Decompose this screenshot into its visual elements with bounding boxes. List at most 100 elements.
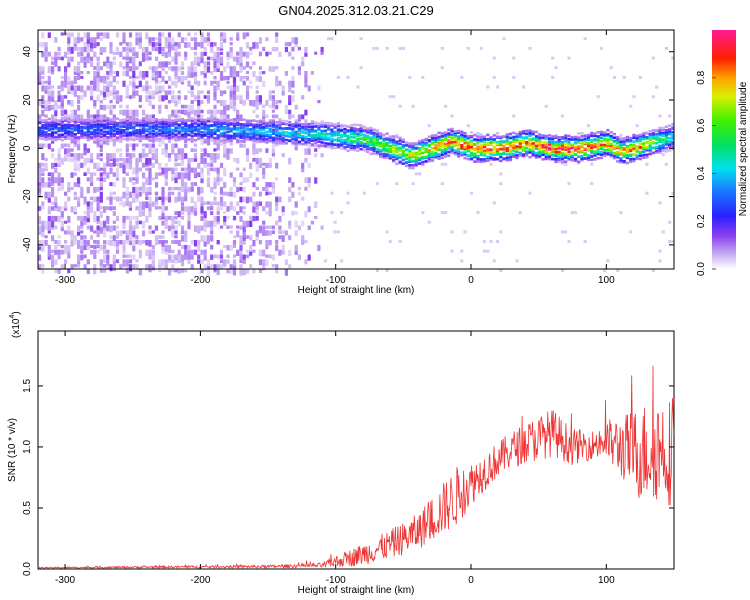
spectrogram-cell xyxy=(242,269,246,276)
spectrogram-cell xyxy=(268,136,272,139)
spectrogram-cell xyxy=(232,119,237,126)
spectrogram-cell xyxy=(288,123,292,127)
spectrogram-cell xyxy=(242,80,246,86)
spectrogram-cell xyxy=(167,37,172,42)
spectrogram-cell xyxy=(226,80,230,84)
spectrogram-cell xyxy=(193,75,198,81)
spectrogram-cell xyxy=(314,51,318,55)
spectrogram-cell xyxy=(304,75,308,83)
spectrogram-cell xyxy=(184,244,188,250)
spectrogram-cell xyxy=(109,206,113,211)
spectrogram-cell xyxy=(655,136,659,139)
spectrogram-cell xyxy=(349,130,353,134)
spectrogram-cell xyxy=(427,143,431,147)
spectrogram-cell xyxy=(444,131,448,134)
spectrogram-cell xyxy=(642,144,646,147)
spectrogram-cell xyxy=(158,121,162,125)
spectrogram-cell xyxy=(77,167,81,172)
spectrogram-cell xyxy=(128,133,133,136)
spectrogram-cell xyxy=(213,121,217,125)
spectrogram-cell xyxy=(502,37,506,41)
spectrogram-cell xyxy=(122,225,126,229)
spectrogram-cell xyxy=(655,85,659,89)
spectrogram-cell xyxy=(658,149,662,152)
spectrogram-cell xyxy=(83,46,87,53)
spectrogram-cell xyxy=(216,167,220,174)
spectrogram-cell xyxy=(258,131,262,134)
spectrogram-cell xyxy=(132,230,136,237)
spectrogram-cell xyxy=(473,143,477,146)
spectrogram-cell xyxy=(492,146,496,149)
spectrogram-cell xyxy=(310,220,314,225)
spectrogram-cell xyxy=(200,138,204,146)
spectrogram-cell xyxy=(424,147,428,151)
spectrogram-cell xyxy=(60,116,64,120)
spectrogram-cell xyxy=(304,71,308,77)
spectrogram-cell xyxy=(632,153,636,156)
spectrogram-cell xyxy=(236,56,240,63)
spectrogram-cell xyxy=(301,114,305,120)
spectrogram-cell xyxy=(67,244,71,252)
spectrogram-cell xyxy=(249,66,253,70)
spectrogram-cell xyxy=(346,201,350,205)
spectrogram-cell xyxy=(223,90,227,94)
spectrogram-cell xyxy=(99,138,103,145)
spectrogram-cell xyxy=(57,51,61,56)
spectrogram-cell xyxy=(437,138,441,142)
spectrogram-cell xyxy=(242,124,246,128)
spectrogram-cell xyxy=(158,61,162,69)
spectrogram-cell xyxy=(99,90,103,96)
spectrogram-cell xyxy=(255,90,259,94)
spectrogram-cell xyxy=(80,51,84,57)
spectrogram-cell xyxy=(304,46,308,54)
spectrogram-cell xyxy=(242,138,246,143)
spectrogram-cell xyxy=(184,135,188,138)
spectrogram-cell xyxy=(353,136,357,139)
spectrogram-cell xyxy=(294,143,298,151)
spectrogram-cell xyxy=(249,249,253,256)
spectrogram-cell xyxy=(38,75,42,83)
spectrogram-cell xyxy=(115,121,120,125)
spectrogram-cell xyxy=(281,139,285,142)
spectrogram-cell xyxy=(132,130,136,133)
spectrogram-cell xyxy=(148,240,152,247)
spectrogram-cell xyxy=(90,125,94,129)
spectrogram-cell xyxy=(47,254,51,260)
spectrogram-cell xyxy=(70,46,74,54)
snr-y-label: SNR (10 * v/v) xyxy=(7,418,18,482)
spectrogram-cell xyxy=(288,131,292,135)
spectrogram-cell xyxy=(255,130,259,133)
spectrogram-cell xyxy=(99,66,103,71)
spectrogram-cell xyxy=(141,162,146,168)
spectrogram-cell xyxy=(96,138,100,146)
spectrogram-cell xyxy=(281,153,285,158)
spectrogram-cell xyxy=(67,124,71,127)
spectrogram-cell xyxy=(314,148,318,152)
spectrogram-cell xyxy=(229,264,233,270)
spectrogram-cell xyxy=(229,139,233,143)
spectrogram-cell xyxy=(216,109,220,114)
spectrogram-cell xyxy=(64,244,68,250)
spectrogram-cell xyxy=(184,182,188,189)
spectrogram-cell xyxy=(583,139,587,142)
spectrogram-cell xyxy=(505,139,509,143)
spectrogram-cell xyxy=(135,177,139,184)
spectrogram-cell xyxy=(226,254,230,258)
spectrogram-cell xyxy=(57,254,61,260)
spectrogram-cell xyxy=(167,157,172,162)
spectrogram-cell xyxy=(96,66,100,72)
spectrogram-cell xyxy=(288,42,292,47)
spectrogram-cell xyxy=(171,95,175,100)
spectrogram-cell xyxy=(460,139,464,143)
spectrogram-cell xyxy=(122,66,126,70)
spectrogram-cell xyxy=(148,157,152,164)
spectrogram-cell xyxy=(171,215,175,222)
spectrogram-cell xyxy=(190,117,194,120)
spectrogram-cell xyxy=(115,240,120,247)
spectrogram-cell xyxy=(340,147,344,150)
spectrogram-cell xyxy=(174,215,178,220)
spectrogram-cell xyxy=(453,149,457,152)
spectrogram-cell xyxy=(167,32,172,38)
spectrogram-cell xyxy=(492,157,496,160)
spectrogram-cell xyxy=(125,269,129,274)
